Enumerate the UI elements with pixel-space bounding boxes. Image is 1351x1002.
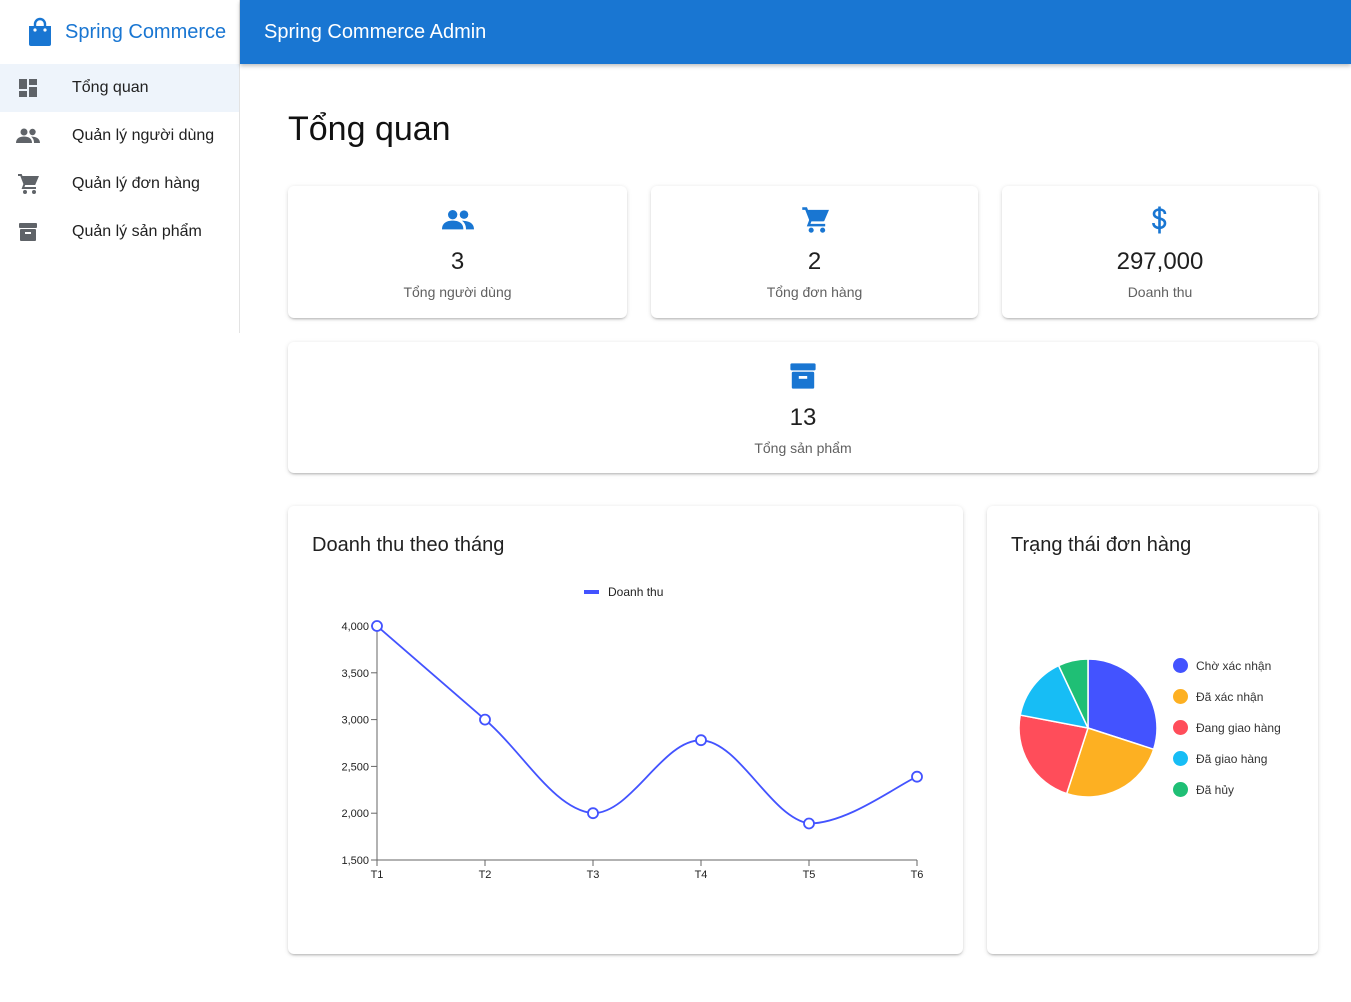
data-point — [803, 817, 815, 830]
pie-slice — [1019, 664, 1090, 730]
x-tick-label: T6 — [911, 869, 924, 881]
revenue-chart-title: Doanh thu theo tháng — [312, 534, 505, 556]
stat-value: 13 — [789, 404, 817, 431]
legend-label: Đã xác nhận — [1196, 689, 1264, 704]
legend-swatch — [1173, 658, 1188, 673]
sidebar: Spring Commerce Tổng quan Quản lý người … — [0, 0, 240, 333]
legend-swatch — [1173, 689, 1188, 704]
legend-label: Đã hủy — [1196, 782, 1235, 797]
revenue-line-chart: 1,500 2,000 2,500 3,000 3,500 4,000 T1 T2 T3 T4 T5… — [341, 585, 924, 881]
cart-icon — [799, 204, 831, 236]
cart-icon — [16, 172, 40, 196]
pie-slice — [1018, 714, 1089, 795]
dollar-icon — [1144, 204, 1176, 236]
legend-label: Doanh thu — [608, 585, 663, 599]
stat-label: Tổng sản phẩm — [754, 440, 852, 456]
stat-card-revenue: 297,000 Doanh thu — [1002, 186, 1318, 318]
data-point — [479, 713, 491, 726]
legend-label: Đã giao hàng — [1196, 751, 1268, 766]
order-status-title: Trạng thái đơn hàng — [1011, 534, 1192, 556]
x-tick-label: T4 — [695, 869, 708, 881]
x-tick-label: T5 — [803, 869, 816, 881]
stat-value: 297,000 — [1116, 248, 1204, 275]
sidebar-item-overview[interactable]: Tổng quan — [0, 64, 239, 112]
order-status-card: Trạng thái đơn hàng Chờ xác nhận Đã xác n… — [987, 506, 1318, 954]
pie-slice — [1057, 658, 1089, 729]
y-tick-label: 1,500 — [341, 855, 369, 867]
legend-item: Đã giao hàng — [1173, 751, 1267, 766]
archive-icon — [787, 360, 819, 392]
y-tick-label: 4,000 — [341, 621, 369, 633]
brand-name: Spring Commerce — [65, 20, 227, 43]
archive-icon — [16, 220, 40, 244]
legend-item: Đã xác nhận — [1173, 689, 1263, 704]
legend-swatch — [1173, 720, 1188, 735]
data-point — [695, 734, 707, 747]
legend-item: Chờ xác nhận — [1173, 658, 1271, 673]
sidebar-item-products[interactable]: Quản lý sản phẩm — [0, 208, 239, 256]
x-tick-label: T2 — [479, 869, 492, 881]
stat-card-products: 13 Tổng sản phẩm — [288, 342, 1318, 473]
stat-label: Tổng đơn hàng — [766, 284, 863, 300]
data-point — [911, 770, 923, 783]
sidebar-item-label: Quản lý người dùng — [72, 127, 215, 144]
stat-card-orders: 2 Tổng đơn hàng — [651, 186, 978, 318]
legend-item: Đang giao hàng — [1173, 720, 1281, 735]
sidebar-item-users[interactable]: Quản lý người dùng — [0, 112, 239, 160]
app-bar-title: Spring Commerce Admin — [264, 20, 487, 43]
x-tick-label: T3 — [587, 869, 600, 881]
data-point — [587, 807, 599, 820]
y-tick-label: 3,500 — [341, 668, 369, 680]
series-line-Doanh thu — [376, 625, 918, 825]
pie-slice — [1087, 658, 1158, 751]
order-status-pie-chart — [1018, 658, 1158, 798]
legend-swatch — [1173, 751, 1188, 766]
legend-label: Chờ xác nhận — [1196, 658, 1272, 673]
people-icon — [441, 204, 474, 236]
x-tick-label: T1 — [371, 869, 384, 881]
stat-card-users: 3 Tổng người dùng — [288, 186, 627, 318]
dashboard-icon — [16, 76, 40, 100]
legend-item: Đã hủy — [1173, 782, 1234, 797]
stat-label: Doanh thu — [1127, 284, 1193, 300]
y-tick-label: 2,500 — [341, 761, 369, 773]
sidebar-item-label: Quản lý đơn hàng — [72, 175, 200, 192]
app-bar: Spring Commerce Admin — [240, 0, 1351, 64]
stat-label: Tổng người dùng — [403, 284, 512, 300]
sidebar-item-label: Tổng quan — [72, 79, 149, 96]
sidebar-item-label: Quản lý sản phẩm — [72, 223, 202, 240]
shopping-bag-icon — [29, 17, 51, 46]
y-tick-label: 2,000 — [341, 808, 369, 820]
sidebar-item-orders[interactable]: Quản lý đơn hàng — [0, 160, 239, 208]
pie-slice — [1065, 727, 1155, 798]
stat-value: 2 — [807, 248, 822, 275]
data-point — [371, 620, 383, 632]
revenue-chart-card: Doanh thu theo tháng 1,500 2,000 2,500 3,00… — [288, 506, 963, 954]
legend-swatch — [1173, 782, 1188, 797]
y-tick-label: 3,000 — [341, 715, 369, 727]
page-title: Tổng quan — [288, 110, 451, 148]
people-icon — [16, 124, 40, 148]
brand[interactable]: Spring Commerce — [0, 0, 239, 64]
legend-label: Đang giao hàng — [1196, 720, 1281, 735]
stat-value: 3 — [450, 248, 465, 275]
